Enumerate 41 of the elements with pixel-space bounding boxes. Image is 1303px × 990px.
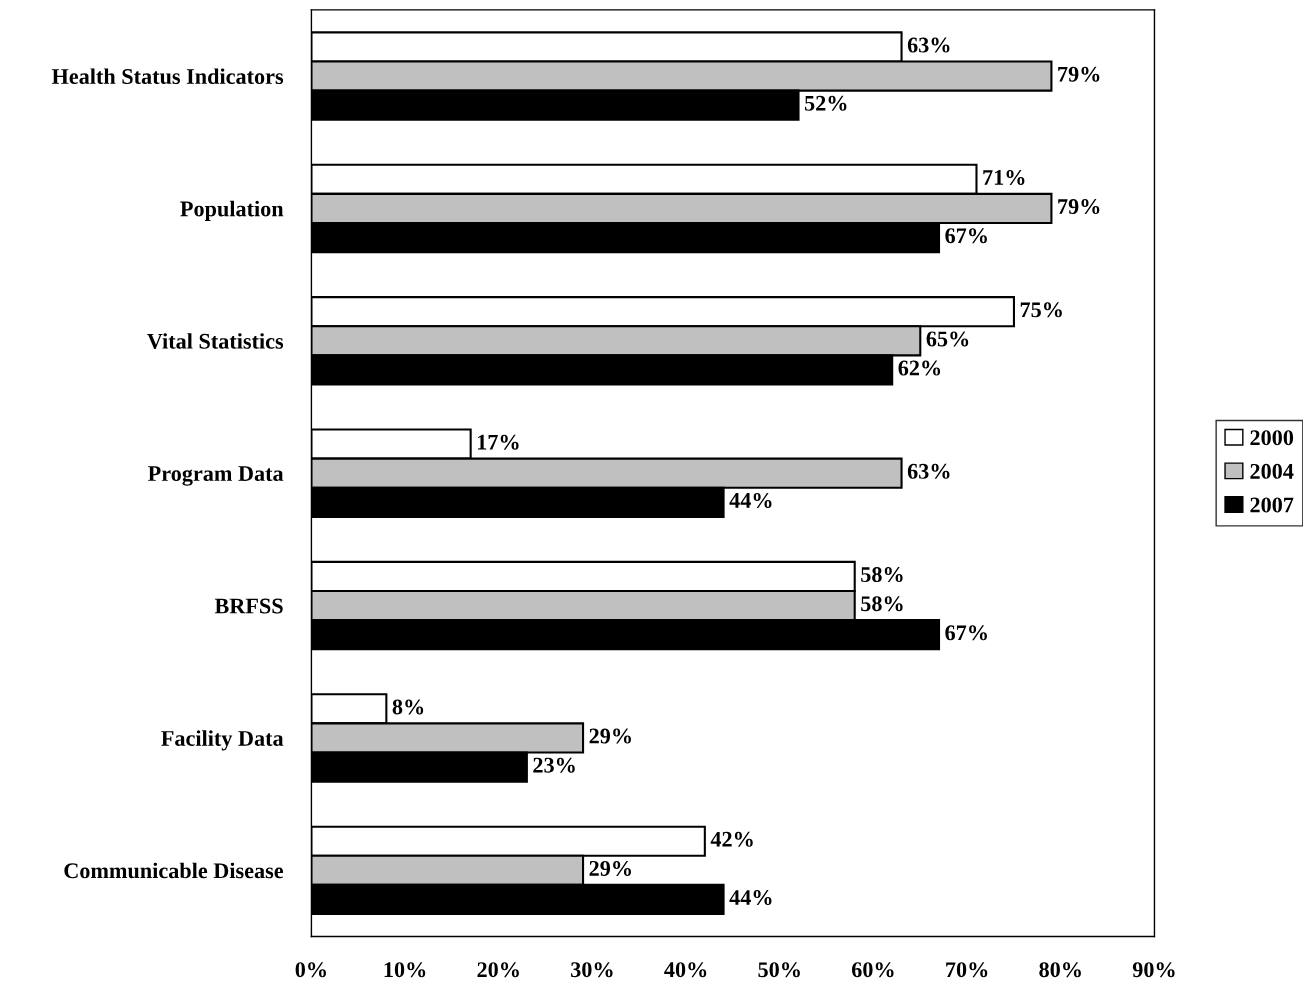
data-label: 8% [392,699,424,715]
legend-label: 2007 [1250,497,1294,513]
data-label: 79% [1058,199,1100,215]
data-label: 23% [533,757,575,773]
data-label: 75% [1020,302,1062,318]
data-label: 62% [898,360,941,376]
y-tick-label: Facility Data [161,730,284,751]
data-label: 44% [729,492,772,508]
data-label: 29% [589,860,631,876]
data-label: 67% [945,228,987,244]
y-tick-label: Health Status Indicators [51,68,284,85]
legend-label: 2000 [1250,430,1294,446]
data-label: 52% [804,95,847,111]
data-label: 17% [477,434,519,450]
y-tick-label: Population [180,200,284,221]
data-label: 63% [907,37,950,53]
y-tick-label: Program Data [148,466,284,486]
x-tick-label: 60% [851,962,894,978]
data-label: 58% [861,596,903,612]
x-tick-label: 20% [477,962,519,978]
y-tick-label: Communicable Disease [64,862,284,879]
data-label: 79% [1058,66,1100,82]
data-label: 63% [907,463,950,479]
x-tick-label: 50% [758,962,800,978]
x-tick-label: 10% [384,962,426,978]
data-label: 44% [729,890,772,906]
x-tick-label: 70% [946,962,988,978]
x-tick-label: 30% [571,962,613,978]
data-label: 29% [589,728,631,744]
data-label: 65% [926,331,969,347]
x-tick-label: 40% [664,962,707,978]
legend-label: 2004 [1250,463,1294,479]
data-label: 42% [710,831,753,847]
y-tick-label: Vital Statistics [147,333,284,349]
x-tick-label: 0% [295,962,326,978]
data-label: 58% [861,567,903,583]
data-label: 67% [945,625,987,641]
data-label: 71% [983,169,1025,185]
x-tick-label: 90% [1132,962,1175,978]
y-tick-label: BRFSS [214,598,283,614]
x-tick-label: 80% [1039,962,1081,978]
